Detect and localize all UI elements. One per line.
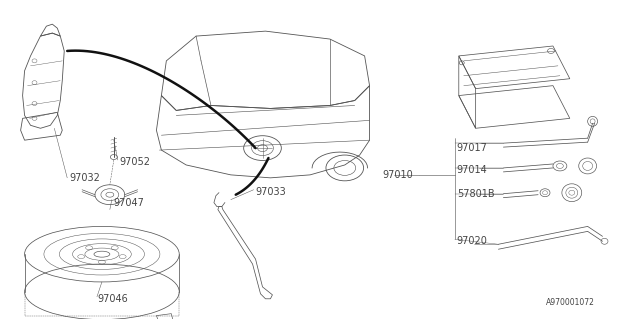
Text: 97014: 97014	[457, 165, 488, 175]
Text: 97032: 97032	[69, 173, 100, 183]
Text: 97020: 97020	[457, 236, 488, 246]
Text: 97010: 97010	[383, 170, 413, 180]
Text: 97017: 97017	[457, 143, 488, 153]
Text: 57801B: 57801B	[457, 189, 495, 199]
Text: 97047: 97047	[114, 198, 145, 208]
Text: A970001072: A970001072	[546, 298, 595, 307]
Text: 97052: 97052	[120, 157, 151, 167]
Text: 97033: 97033	[255, 187, 286, 197]
Text: 97046: 97046	[97, 294, 128, 304]
